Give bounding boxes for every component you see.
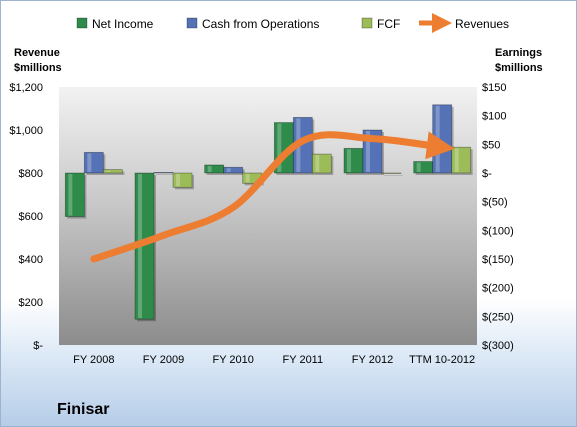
- left-tick-label: $800: [19, 168, 43, 180]
- bar-cash-from-operations: [223, 166, 245, 175]
- category-label: TTM 10-2012: [409, 354, 475, 366]
- right-tick-label: $(200): [482, 283, 514, 295]
- bar-cash-from-operations: [83, 151, 106, 175]
- bar-cash-from-operations: [153, 172, 175, 175]
- category-label: FY 2009: [143, 354, 184, 366]
- legend-item: Net Income: [76, 17, 154, 31]
- right-tick-label: $-: [482, 168, 492, 180]
- left-tick-label: $600: [19, 211, 43, 223]
- legend-swatch: [76, 17, 88, 29]
- right-tick-label: $(300): [482, 340, 514, 352]
- category-label: FY 2012: [352, 354, 393, 366]
- legend: Net Income Cash from Operations FCF Revenue…: [76, 13, 509, 33]
- legend-swatch: [361, 17, 373, 29]
- left-tick-label: $1,200: [9, 82, 43, 94]
- right-tick-label: $50: [482, 139, 500, 151]
- chart-title: Finisar: [57, 401, 109, 418]
- left-axis-title-line2: $millions: [14, 62, 62, 74]
- bar-fcf: [451, 146, 473, 175]
- legend-item: FCF: [361, 17, 400, 31]
- right-axis-title-line2: $millions: [495, 62, 543, 74]
- bar-net-income: [204, 164, 226, 175]
- left-tick-label: $1,000: [9, 125, 43, 137]
- left-axis-ticks: $- $200 $400 $600 $800 $1,000 $1,200: [9, 82, 43, 352]
- bar-cash-from-operations: [432, 104, 454, 175]
- legend-swatch: [186, 17, 198, 29]
- bar-fcf: [172, 172, 194, 190]
- left-tick-label: $-: [33, 340, 43, 352]
- left-axis-title-line1: Revenue: [14, 47, 60, 59]
- legend-label: Net Income: [92, 17, 154, 31]
- legend-label: Revenues: [455, 17, 509, 31]
- legend-item: Cash from Operations: [186, 17, 319, 31]
- legend-label: Cash from Operations: [202, 17, 319, 31]
- bar-fcf: [102, 169, 125, 175]
- category-label: FY 2011: [283, 354, 324, 366]
- bar-fcf: [381, 172, 403, 176]
- right-axis-title-line1: Earnings: [495, 47, 542, 59]
- left-tick-label: $400: [19, 254, 43, 266]
- left-tick-label: $200: [19, 297, 43, 309]
- bar-fcf: [311, 153, 334, 175]
- right-axis-ticks: $150 $100 $50 $- $(50) $(100) $(150) $(200) $(25…: [482, 82, 514, 352]
- revenue-line: [90, 131, 455, 263]
- right-tick-label: $(100): [482, 225, 514, 237]
- right-tick-label: $(150): [482, 254, 514, 266]
- legend-item: Revenues: [419, 13, 509, 33]
- right-tick-label: $(250): [482, 311, 514, 323]
- legend-label: FCF: [377, 17, 400, 31]
- bar-net-income: [64, 172, 87, 219]
- right-tick-label: $100: [482, 111, 506, 123]
- category-label: FY 2008: [73, 354, 114, 366]
- category-labels: FY 2008 FY 2009 FY 2010 FY 2011 FY 2012 TTM 1…: [73, 354, 475, 366]
- bar-net-income: [343, 147, 365, 175]
- bar-net-income: [413, 161, 435, 175]
- right-tick-label: $150: [482, 82, 506, 94]
- revenue-line-series: [90, 131, 455, 263]
- category-label: FY 2010: [212, 354, 253, 366]
- plot-area: [59, 87, 477, 345]
- right-tick-label: $(50): [482, 197, 508, 209]
